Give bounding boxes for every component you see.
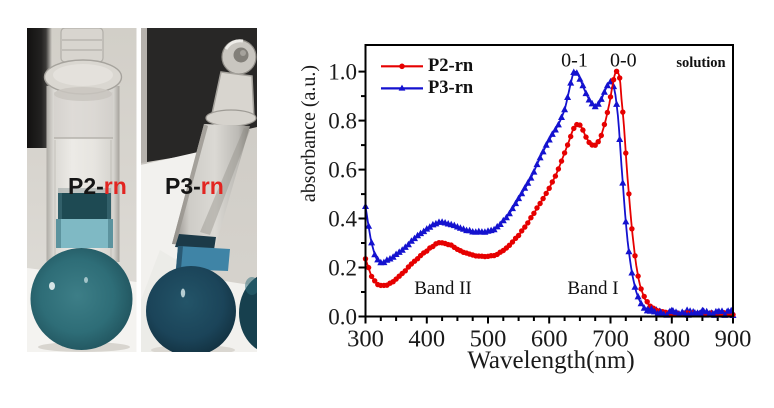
svg-text:P3-rn: P3-rn: [165, 173, 224, 199]
svg-text:300: 300: [347, 326, 384, 353]
svg-text:0.6: 0.6: [328, 158, 357, 183]
svg-text:P2-rn: P2-rn: [68, 173, 127, 199]
svg-text:0-0: 0-0: [610, 50, 637, 72]
svg-text:solution: solution: [676, 55, 725, 71]
svg-text:0.0: 0.0: [328, 305, 357, 330]
svg-text:0.8: 0.8: [328, 109, 357, 134]
svg-text:Wavelength(nm): Wavelength(nm): [467, 347, 634, 374]
svg-text:Band II: Band II: [414, 278, 472, 299]
svg-text:0.4: 0.4: [328, 207, 357, 232]
svg-text:Band I: Band I: [567, 278, 618, 299]
svg-text:P2-rn: P2-rn: [428, 56, 474, 76]
svg-text:P3-rn: P3-rn: [428, 78, 474, 98]
svg-text:900: 900: [715, 326, 752, 353]
svg-text:400: 400: [408, 326, 445, 353]
svg-text:0-1: 0-1: [561, 50, 588, 72]
svg-text:700: 700: [592, 326, 629, 353]
svg-text:800: 800: [653, 326, 690, 353]
svg-text:absorbance (a.u.): absorbance (a.u.): [298, 65, 320, 202]
svg-text:1.0: 1.0: [328, 60, 357, 85]
svg-text:0.2: 0.2: [328, 256, 357, 281]
svg-text:500: 500: [470, 326, 507, 353]
svg-text:600: 600: [531, 326, 568, 353]
